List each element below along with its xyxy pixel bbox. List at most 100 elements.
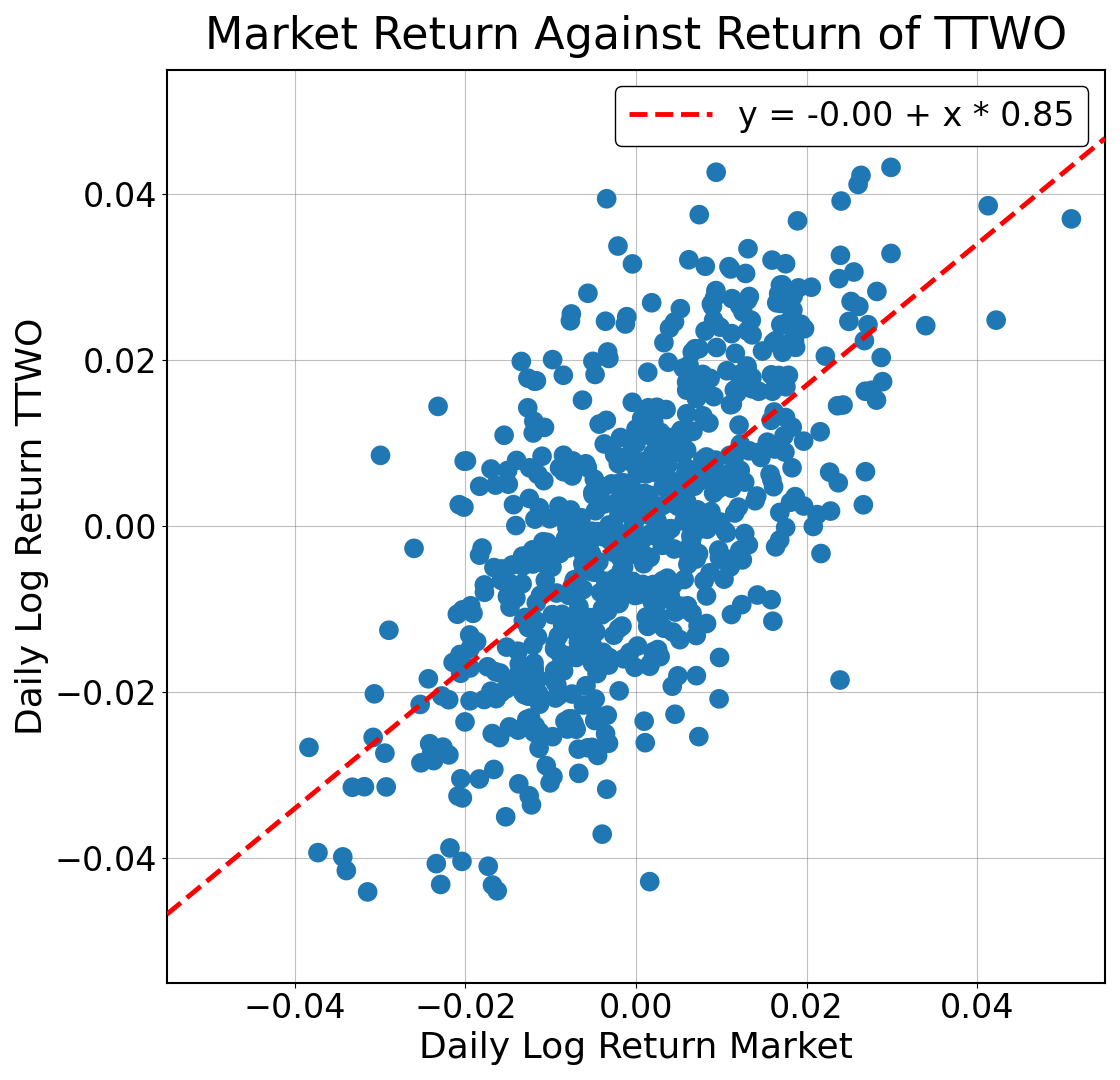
Point <box>610 594 628 611</box>
Point <box>424 752 442 769</box>
Y-axis label: Daily Log Return TTWO: Daily Log Return TTWO <box>15 318 49 735</box>
Point <box>569 581 587 598</box>
Point <box>671 495 689 512</box>
Point <box>762 465 780 483</box>
Point <box>579 285 597 302</box>
Point <box>673 600 691 618</box>
Point <box>624 255 642 272</box>
Point <box>740 288 758 306</box>
Point <box>594 600 612 618</box>
Point <box>782 494 800 511</box>
Point <box>569 741 587 758</box>
Point <box>614 487 632 504</box>
Point <box>647 445 665 462</box>
Point <box>663 677 681 694</box>
Point <box>671 597 689 615</box>
Point <box>637 608 655 625</box>
Point <box>600 657 618 674</box>
Point <box>721 396 739 414</box>
Point <box>526 717 544 734</box>
Point <box>665 540 683 557</box>
Point <box>445 653 463 671</box>
Point <box>729 366 747 383</box>
Point <box>577 455 595 472</box>
Point <box>795 498 813 515</box>
Point <box>558 615 576 632</box>
Point <box>729 499 747 516</box>
Point <box>561 312 579 329</box>
Point <box>614 496 632 513</box>
Point <box>672 444 690 461</box>
Point <box>633 409 651 427</box>
Point <box>694 366 712 383</box>
Point <box>641 658 659 675</box>
Point <box>638 419 656 436</box>
Point <box>734 551 752 568</box>
Point <box>698 588 716 605</box>
Point <box>515 686 533 703</box>
Point <box>529 671 547 688</box>
Point <box>534 534 552 551</box>
Point <box>376 744 394 761</box>
Point <box>687 340 704 357</box>
Point <box>635 713 653 730</box>
Point <box>530 685 548 702</box>
Point <box>514 612 532 630</box>
Point <box>874 373 892 390</box>
Point <box>577 677 595 694</box>
Point <box>584 484 601 501</box>
Point <box>707 282 725 299</box>
Point <box>734 303 752 321</box>
Point <box>641 486 659 503</box>
Point <box>600 350 618 367</box>
Point <box>688 509 706 526</box>
Point <box>849 176 867 193</box>
Point <box>428 855 446 873</box>
Point <box>782 311 800 328</box>
Point <box>716 552 734 569</box>
Point <box>590 553 608 570</box>
Point <box>501 575 519 592</box>
Point <box>642 494 660 511</box>
Point <box>545 662 563 679</box>
Point <box>584 523 601 540</box>
Point <box>497 808 515 825</box>
Point <box>831 672 849 689</box>
Point <box>419 671 437 688</box>
Point <box>566 715 584 732</box>
Point <box>987 311 1005 328</box>
Point <box>606 521 624 538</box>
Point <box>616 315 634 333</box>
Point <box>700 415 718 432</box>
Point <box>917 318 935 335</box>
Point <box>680 546 698 564</box>
Point <box>523 543 541 561</box>
Point <box>597 411 615 429</box>
Point <box>586 366 604 383</box>
Point <box>626 659 644 676</box>
Point <box>642 527 660 544</box>
Point <box>711 513 729 530</box>
Point <box>429 397 447 415</box>
Point <box>727 345 745 362</box>
Point <box>412 754 430 771</box>
Point <box>380 622 398 639</box>
Point <box>692 381 710 399</box>
Point <box>584 739 601 756</box>
Point <box>883 159 900 176</box>
Point <box>767 374 785 391</box>
Point <box>834 396 852 414</box>
Point <box>647 512 665 529</box>
Point <box>812 545 830 563</box>
Point <box>786 339 804 356</box>
Point <box>528 612 545 630</box>
Point <box>684 422 702 440</box>
Point <box>520 619 538 636</box>
Point <box>648 401 666 418</box>
Point <box>624 572 642 590</box>
Point <box>653 591 671 608</box>
Point <box>422 745 440 762</box>
Point <box>606 446 624 463</box>
Point <box>681 537 699 554</box>
Point <box>454 602 472 619</box>
